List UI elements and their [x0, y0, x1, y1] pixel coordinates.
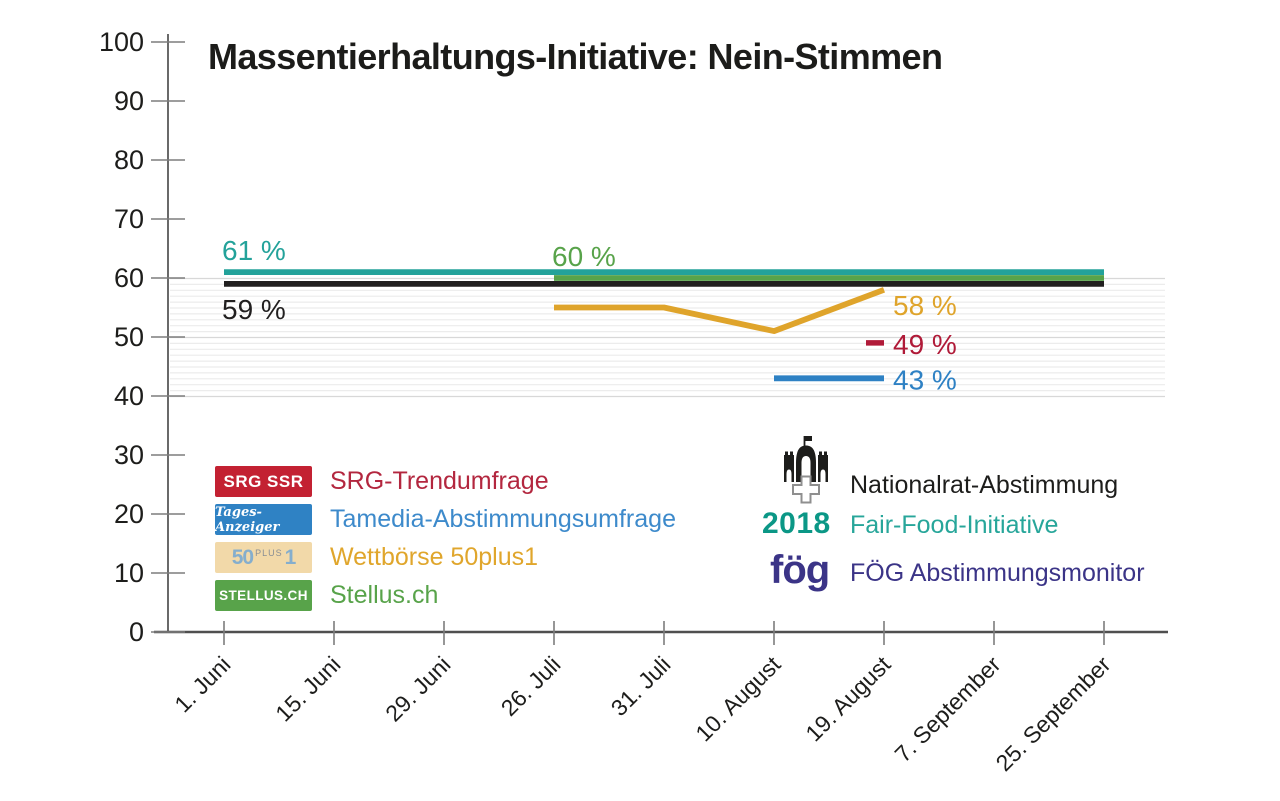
- x-tick-label: 29. Juni: [380, 651, 455, 726]
- x-tick-label: 25. September: [990, 651, 1115, 776]
- y-tick-label: 10: [114, 558, 144, 588]
- x-tick-label: 10. August: [690, 651, 786, 747]
- series-line-wettb-rse-50plus1: [554, 287, 886, 335]
- y-tick-label: 50: [114, 322, 144, 352]
- 50plus1-logo: 50 plus 1: [215, 542, 312, 573]
- x-tick-label: 31. Juli: [606, 651, 676, 721]
- legend-label-fair-food: Fair-Food-Initiative: [850, 511, 1059, 539]
- parliament-icon: [784, 436, 828, 504]
- y-tick-label: 100: [99, 27, 144, 57]
- x-tick-label: 7. September: [890, 651, 1006, 767]
- x-tick-label: 1. Juni: [169, 651, 235, 717]
- srg-ssr-logo: SRG SSR: [215, 466, 312, 497]
- series-value-label-tamedia-abstimmungsumfrage: 43 %: [893, 364, 957, 395]
- legend-label-50plus1: Wettbörse 50plus1: [330, 543, 538, 571]
- series-value-label-wettb-rse-50plus1: 58 %: [893, 290, 957, 321]
- y-tick-label: 70: [114, 204, 144, 234]
- chart-title: Massentierhaltungs-Initiative: Nein-Stim…: [208, 36, 943, 77]
- legend-label-tamedia: Tamedia-Abstimmungsumfrage: [330, 505, 676, 533]
- legend-item-50plus1: 50 plus 1 Wettbörse 50plus1: [215, 542, 676, 573]
- legend-right: Nationalrat-Abstimmung 2018 Fair-Food-In…: [762, 434, 1222, 609]
- legend-left: SRG SSR SRG-Trendumfrage Tages-Anzeiger …: [215, 466, 676, 618]
- series-value-label-fair-food-initiative-2018: 61 %: [222, 235, 286, 266]
- stellus-logo: STELLUS.CH: [215, 580, 312, 611]
- legend-label-fog-monitor: FÖG Abstimmungsmonitor: [850, 559, 1145, 587]
- x-tick-label: 19. August: [800, 651, 896, 747]
- legend-item-stellus: STELLUS.CH Stellus.ch: [215, 580, 676, 611]
- srg-ssr-logo-text: SRG SSR: [223, 471, 304, 491]
- legend-item-tamedia: Tages-Anzeiger Tamedia-Abstimmungsumfrag…: [215, 504, 676, 535]
- y-tick-label: 30: [114, 440, 144, 470]
- fog-logo: fög: [770, 548, 830, 592]
- legend-label-nationalrat: Nationalrat-Abstimmung: [850, 471, 1119, 499]
- series-value-label-stellus-ch: 60 %: [552, 241, 616, 272]
- y-tick-label: 60: [114, 263, 144, 293]
- year-2018-logo: 2018: [762, 507, 831, 540]
- 50plus1-logo-plus: plus: [255, 547, 283, 558]
- y-tick-label: 20: [114, 499, 144, 529]
- 50plus1-logo-1: 1: [284, 545, 297, 569]
- y-tick-label: 40: [114, 381, 144, 411]
- series-value-label-srg-trendumfrage: 49 %: [893, 329, 957, 360]
- y-tick-label: 80: [114, 145, 144, 175]
- legend-label-stellus: Stellus.ch: [330, 581, 439, 609]
- y-tick-label: 0: [129, 617, 144, 647]
- legend-item-srg-trendumfrage: SRG SSR SRG-Trendumfrage: [215, 466, 676, 497]
- series-value-label-nationalrat-abstimmung: 59 %: [222, 294, 286, 325]
- stellus-logo-text: STELLUS.CH: [219, 588, 308, 603]
- tages-anzeiger-logo-text: Tages-Anzeiger: [215, 504, 280, 535]
- legend-label-srg-trendumfrage: SRG-Trendumfrage: [330, 467, 549, 495]
- tages-anzeiger-logo: Tages-Anzeiger: [215, 504, 312, 535]
- 50plus1-logo-50: 50: [231, 545, 254, 569]
- y-tick-label: 90: [114, 86, 144, 116]
- x-tick-label: 15. Juni: [270, 651, 345, 726]
- x-tick-label: 26. Juli: [496, 651, 566, 721]
